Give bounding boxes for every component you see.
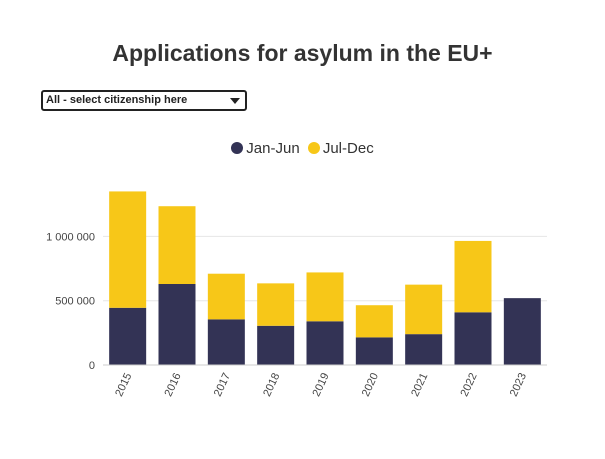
bar-jul-dec-2020[interactable] <box>355 305 393 338</box>
bar-jan-jun-2016[interactable] <box>158 284 196 365</box>
x-tick-label: 2016 <box>162 371 183 398</box>
x-tick-label: 2023 <box>508 371 529 398</box>
bar-jan-jun-2023[interactable] <box>503 298 541 365</box>
chart-title: Applications for asylum in the EU+ <box>112 40 493 66</box>
citizenship-select[interactable]: All - select citizenship here <box>41 90 247 111</box>
bar-jan-jun-2018[interactable] <box>257 325 295 365</box>
x-tick-label: 2018 <box>261 371 282 398</box>
bar-jan-jun-2022[interactable] <box>454 312 492 365</box>
x-tick-label: 2015 <box>113 371 134 398</box>
bar-jan-jun-2015[interactable] <box>109 307 147 365</box>
x-tick-label: 2022 <box>458 371 479 398</box>
y-tick-label: 1 000 000 <box>46 231 95 243</box>
legend-item-jul-dec[interactable]: Jul-Dec <box>307 140 374 157</box>
legend-item-jan-jun[interactable]: Jan-Jun <box>231 140 300 157</box>
y-tick-label: 500 000 <box>55 296 95 308</box>
citizenship-select-value: All - select citizenship here <box>46 94 188 106</box>
bar-jan-jun-2021[interactable] <box>405 334 443 365</box>
x-tick-label: 2017 <box>212 371 233 398</box>
bar-jul-dec-2015[interactable] <box>109 191 147 308</box>
legend-swatch-jul-dec <box>307 142 320 154</box>
legend-label-jan-jun: Jan-Jun <box>246 140 300 157</box>
bar-jul-dec-2017[interactable] <box>207 273 245 320</box>
bar-jul-dec-2018[interactable] <box>257 283 295 326</box>
x-tick-label: 2019 <box>310 371 331 398</box>
chevron-down-icon <box>230 98 240 104</box>
bar-jul-dec-2022[interactable] <box>454 240 492 313</box>
bar-jul-dec-2019[interactable] <box>306 272 344 322</box>
legend: Jan-Jun Jul-Dec <box>0 140 605 157</box>
y-tick-label: 0 <box>89 360 95 372</box>
legend-label-jul-dec: Jul-Dec <box>322 140 374 157</box>
bar-jan-jun-2017[interactable] <box>207 319 245 365</box>
bar-jan-jun-2020[interactable] <box>355 337 393 365</box>
legend-swatch-jan-jun <box>231 142 244 154</box>
x-tick-label: 2021 <box>409 371 430 398</box>
bar-jul-dec-2016[interactable] <box>158 206 196 284</box>
bar-jan-jun-2019[interactable] <box>306 321 344 365</box>
bar-jul-dec-2021[interactable] <box>405 284 443 335</box>
x-tick-label: 2020 <box>360 371 381 398</box>
